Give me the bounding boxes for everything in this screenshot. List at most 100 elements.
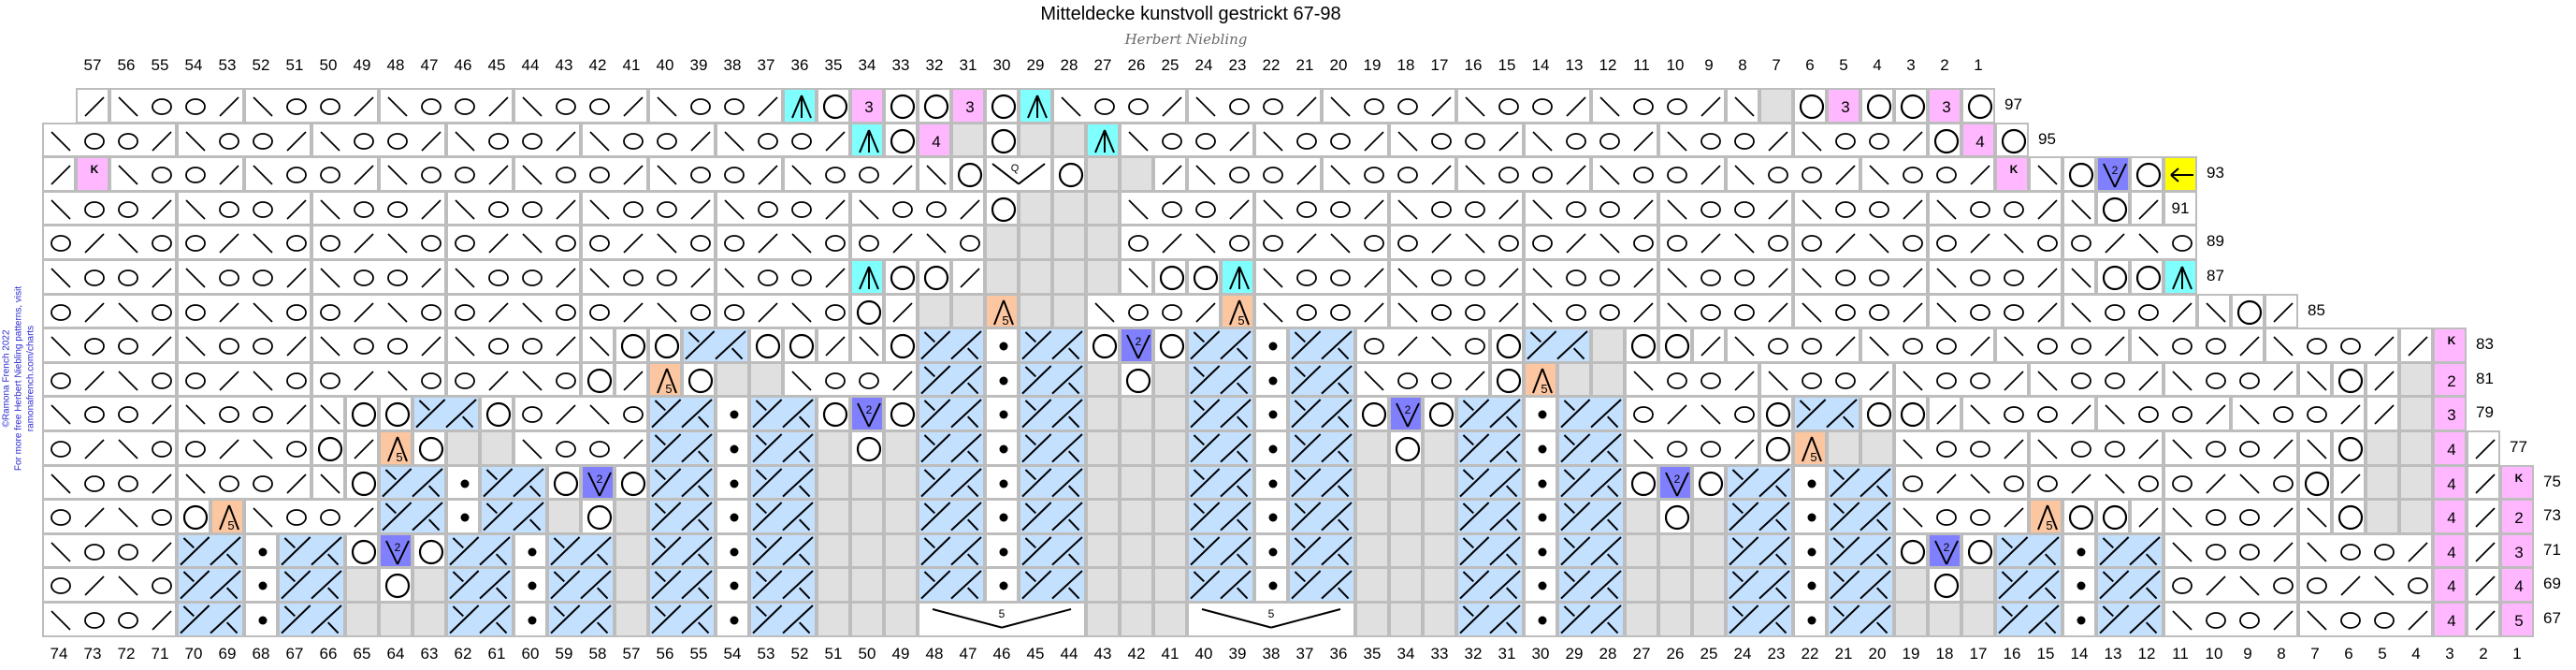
stitch-group (1658, 190, 1793, 226)
no-stitch-cell (818, 569, 848, 601)
chart-cell (1829, 501, 1892, 532)
stitch-group (850, 190, 985, 226)
chart-cell (347, 124, 381, 156)
chart-cell (482, 193, 515, 225)
chart-cell (78, 501, 111, 532)
stitch-group (42, 396, 177, 431)
chart-cell (1155, 467, 1185, 499)
stitch-group (2265, 328, 2399, 363)
stitch-cell (1928, 602, 1961, 637)
yarn-over-icon (2206, 612, 2226, 629)
yarn-over-icon (286, 235, 307, 253)
stitch-cell (1086, 430, 1120, 466)
chart-cell (78, 569, 111, 601)
no-stitch-cell (1020, 296, 1050, 328)
bottom-column-number: 3 (2445, 645, 2454, 663)
chart-cell (448, 261, 482, 293)
k2tog-decrease-icon (2340, 404, 2361, 426)
chart-cell (1492, 261, 1526, 293)
chart-cell (1020, 261, 1050, 293)
stitch-cell (648, 430, 716, 466)
stitch-group (2029, 430, 2164, 466)
chart-cell (1963, 296, 1997, 328)
yarn-over-icon (2239, 441, 2260, 458)
stitch-cell (1894, 602, 1928, 637)
large-yarn-over-icon (1967, 94, 1993, 120)
yarn-over-icon (1431, 303, 1452, 321)
chart-cell (1458, 432, 1522, 464)
stitch-group (42, 499, 177, 534)
yarn-over-icon (1162, 132, 1182, 150)
k2tog-decrease-icon (421, 130, 441, 152)
chart-cell (2199, 329, 2233, 361)
yarn-over-icon (2105, 441, 2125, 458)
triple-decrease-icon (859, 266, 879, 290)
stitch-group (177, 122, 311, 158)
chart-cell (1391, 261, 1425, 293)
chart-cell: 4 (2435, 432, 2465, 464)
chart-cell: 2 (583, 467, 613, 499)
yarn-over-icon (286, 371, 307, 389)
no-stitch-cell (347, 569, 377, 601)
ssk-decrease-icon (387, 233, 408, 255)
bottom-column-number: 11 (2172, 645, 2189, 663)
chart-cell (111, 329, 145, 361)
top-column-number: 39 (689, 56, 708, 74)
chart-cell (953, 296, 983, 328)
chart-cell (1930, 296, 1963, 328)
stitch-cell (951, 122, 985, 158)
stitch-cell: 3 (850, 88, 884, 124)
yarn-over-icon (2172, 338, 2192, 356)
yarn-over-icon (1162, 303, 1182, 321)
yarn-over-icon (253, 132, 273, 150)
yarn-over-icon (1936, 509, 1957, 527)
chart-cell (2367, 398, 2397, 430)
chart-cell (650, 501, 714, 532)
stitch-cell (412, 396, 480, 431)
no-stitch-cell (1357, 501, 1387, 532)
ssk-decrease-icon (185, 473, 206, 494)
yarn-over-icon (1431, 269, 1452, 286)
k2tog-decrease-icon (2004, 507, 2024, 528)
chart-cell (212, 296, 246, 328)
chart-cell (1526, 398, 1556, 430)
yarn-over-icon (589, 167, 610, 184)
cable-cross-icon (1190, 570, 1252, 600)
ssk-decrease-icon (118, 233, 138, 255)
ssk-decrease-icon (859, 336, 879, 357)
stitch-group (1793, 190, 1928, 226)
k2tog-decrease-icon (1364, 199, 1384, 220)
bottom-column-number: 56 (656, 645, 674, 663)
chart-cell (987, 193, 1017, 225)
chart-cell (1122, 535, 1151, 567)
yarn-over-icon (1431, 371, 1452, 389)
yarn-over-icon (1633, 235, 1654, 253)
chart-cell (2031, 329, 2064, 361)
yarn-over-icon (1296, 269, 1317, 286)
chart-cell (1963, 226, 1997, 258)
top-column-number: 41 (622, 56, 641, 74)
yarn-over-icon (2105, 371, 2125, 389)
stitch-cell (1187, 567, 1254, 603)
stitch-group (42, 602, 177, 637)
chart-cell (2334, 364, 2364, 396)
yarn-over-icon (690, 98, 711, 115)
chart-cell (179, 158, 212, 190)
bottom-column-number: 27 (1632, 645, 1651, 663)
chart-cell (583, 124, 616, 156)
dot-stitch-icon (730, 547, 739, 557)
stitch-group (42, 293, 177, 329)
chart-cell (1829, 158, 1862, 190)
yarn-over-icon (152, 509, 172, 527)
stitch-group (42, 361, 177, 398)
chart-cell (2401, 398, 2431, 430)
chart-cell (1997, 364, 2031, 396)
chart-cell (1425, 226, 1458, 258)
cable-cross-icon (1459, 604, 1521, 634)
k2tog-decrease-icon (623, 371, 644, 391)
chart-cell (1425, 535, 1454, 567)
stitch-cell (850, 122, 884, 158)
yarn-over-icon (1667, 167, 1687, 184)
cable-cross-icon (1998, 536, 2060, 566)
yarn-over-icon (455, 167, 475, 184)
